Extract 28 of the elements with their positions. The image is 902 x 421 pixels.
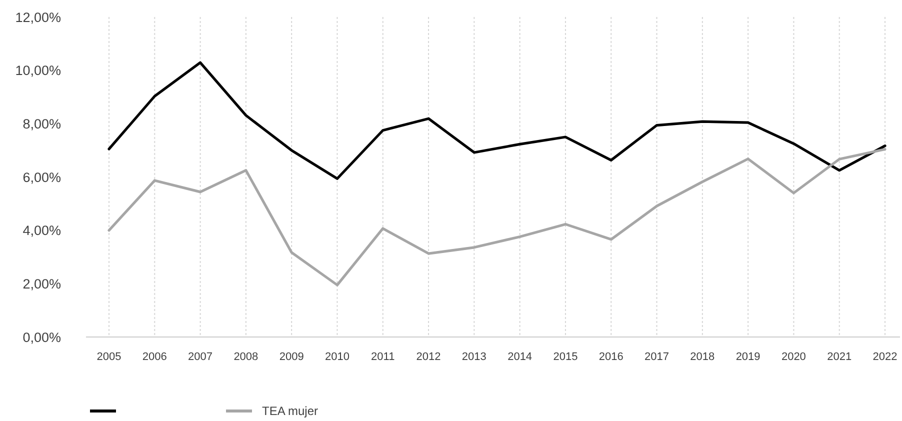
x-tick-label: 2019 [736,350,760,363]
line-series [108,61,886,180]
legend-label: TEA mujer [262,404,318,418]
x-tick-label: 2005 [96,350,122,363]
x-tick-label: 2007 [188,350,213,363]
x-tick-label: 2009 [279,350,304,363]
x-tick-label: 2011 [371,350,395,363]
y-tick-label: 12,00% [15,10,61,25]
x-tick-label: 2013 [462,350,486,363]
x-tick-label: 2014 [508,350,532,363]
x-tick-label: 2020 [781,350,806,363]
x-tick-label: 2008 [234,350,258,363]
x-tick-label: 2017 [644,350,670,363]
line-series [108,148,886,286]
x-tick-label: 2016 [598,350,624,363]
x-tick-label: 2012 [416,350,441,363]
y-tick-label: 2,00% [22,276,61,292]
y-tick-label: 0,00% [22,330,61,345]
x-tick-label: 2018 [690,350,715,363]
x-tick-label: 2010 [324,350,350,363]
x-tick-label: 2021 [827,350,852,363]
x-tick-label: 2015 [553,350,578,363]
y-tick-label: 6,00% [22,170,61,185]
x-tick-label: 2022 [872,350,898,363]
y-tick-label: 4,00% [22,223,61,238]
x-tick-label: 2006 [142,350,167,363]
y-tick-label: 8,00% [22,116,61,132]
y-tick-label: 10,00% [15,63,61,78]
